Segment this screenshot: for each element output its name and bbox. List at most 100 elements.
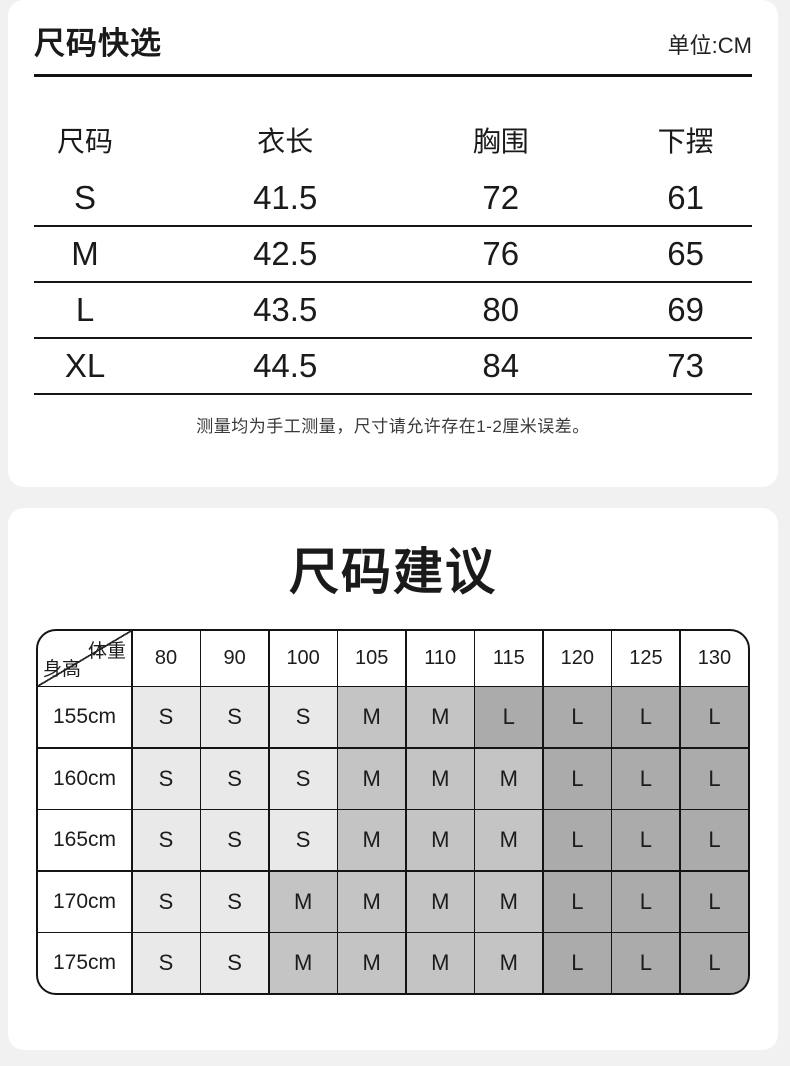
qs-size-cell: M (71, 235, 99, 273)
sg-corner-weight-label: 体重 (87, 640, 126, 662)
sg-size-value: M (406, 687, 474, 747)
sg-weight-header: 130 (680, 630, 748, 686)
qs-size-cell: L (75, 291, 95, 329)
qs-value-cell: 84 (482, 347, 520, 385)
sg-size-value: M (338, 748, 406, 809)
sg-size-value: L (612, 810, 680, 870)
sg-weight-header: 115 (475, 630, 543, 686)
sg-size-value: S (132, 687, 200, 747)
row-divider (34, 337, 752, 340)
sg-weight-header: 105 (338, 630, 406, 686)
qs-column-header: 下摆 (657, 126, 714, 158)
qs-size-cell: S (73, 179, 96, 217)
sg-size-value: L (612, 687, 680, 747)
qs-column-header: 衣长 (257, 126, 314, 158)
sg-size-value: S (201, 687, 269, 747)
sg-size-value: M (475, 871, 543, 932)
sg-size-value: S (132, 748, 200, 809)
quick-select-title: 尺码快选 (34, 26, 162, 61)
sg-size-value: M (338, 933, 406, 993)
sg-weight-header: 80 (132, 630, 200, 686)
sg-weight-header: 125 (612, 630, 680, 686)
sg-height-label: 165cm (38, 810, 131, 870)
sg-size-value: L (543, 933, 611, 993)
quick-select-card: 尺码快选 单位:CM 尺码 衣长 胸围 下摆 S 41.5 72 61 M 42.5 76 65 L 43… (8, 0, 778, 487)
sg-size-value: L (543, 810, 611, 870)
sg-size-value: L (543, 871, 611, 932)
sg-size-value: L (543, 748, 611, 809)
sg-size-value: L (612, 748, 680, 809)
qs-value-cell: 44.5 (253, 347, 318, 385)
qs-data-row: XL 44.5 84 73 (8, 339, 778, 393)
sg-size-value: L (680, 748, 748, 809)
row-divider (34, 281, 752, 284)
qs-data-row: L 43.5 80 69 (8, 283, 778, 337)
suggestion-grid: 体重 身高 80 90 100 105 110 115 120 125 130 155cm S S S M M L… (38, 630, 748, 993)
row-divider (34, 393, 752, 396)
sg-size-value: S (132, 871, 200, 932)
row-divider (34, 225, 752, 228)
qs-size-cell: XL (64, 347, 106, 385)
sg-height-label: 170cm (38, 871, 131, 932)
qs-value-cell: 43.5 (253, 291, 318, 329)
qs-column-header: 尺码 (56, 126, 113, 158)
qs-value-cell: 69 (667, 291, 704, 329)
sg-size-value: M (475, 748, 543, 809)
qs-value-cell: 61 (667, 179, 704, 217)
sg-weight-header: 110 (406, 630, 474, 686)
qs-value-cell: 72 (482, 179, 520, 217)
sg-size-value: M (406, 871, 474, 932)
sg-weight-header: 100 (269, 630, 337, 686)
qs-value-cell: 41.5 (253, 179, 318, 217)
sg-size-value: L (612, 933, 680, 993)
sg-corner-cell: 体重 身高 (38, 630, 131, 686)
sg-size-value: L (612, 871, 680, 932)
sg-size-value: S (269, 687, 337, 747)
sg-size-value: L (680, 871, 748, 932)
qs-value-cell: 42.5 (253, 235, 318, 273)
title-divider (34, 74, 752, 78)
sg-size-value: S (269, 810, 337, 870)
sg-size-value: L (543, 687, 611, 747)
sg-size-value: M (338, 810, 406, 870)
qs-data-row: S 41.5 72 61 (8, 171, 778, 225)
qs-column-header: 胸围 (472, 126, 529, 158)
suggestion-table: 体重 身高 80 90 100 105 110 115 120 125 130 155cm S S S M M L… (36, 628, 750, 995)
qs-header-row: 尺码 衣长 胸围 下摆 (8, 109, 778, 171)
size-suggestion-card: 尺码建议 体重 身高 80 90 100 105 110 115 120 125 130 155cm S… (8, 508, 778, 1050)
quick-select-table: 尺码 衣长 胸围 下摆 S 41.5 72 61 M 42.5 76 65 L 43.5 80 69 XL 44.… (8, 109, 778, 396)
sg-height-label: 175cm (38, 933, 131, 993)
sg-size-value: S (201, 748, 269, 809)
sg-size-value: S (201, 871, 269, 932)
sg-size-value: L (680, 687, 748, 747)
sg-corner-height-label: 身高 (43, 658, 82, 680)
sg-weight-header: 90 (201, 630, 269, 686)
qs-value-cell: 76 (482, 235, 520, 273)
qs-data-row: M 42.5 76 65 (8, 227, 778, 281)
sg-size-value: M (475, 933, 543, 993)
sg-size-value: M (406, 933, 474, 993)
sg-size-value: L (680, 933, 748, 993)
sg-size-value: L (475, 687, 543, 747)
sg-size-value: L (680, 810, 748, 870)
sg-size-value: M (338, 871, 406, 932)
sg-size-value: M (269, 933, 337, 993)
sg-size-value: S (201, 810, 269, 870)
sg-size-value: M (406, 810, 474, 870)
sg-weight-header: 120 (543, 630, 611, 686)
suggestion-title: 尺码建议 (289, 544, 497, 600)
sg-size-value: S (269, 748, 337, 809)
qs-value-cell: 65 (667, 235, 704, 273)
sg-size-value: M (406, 748, 474, 809)
sg-size-value: S (201, 933, 269, 993)
sg-size-value: S (132, 810, 200, 870)
sg-height-label: 160cm (38, 748, 131, 809)
sg-size-value: M (269, 871, 337, 932)
sg-size-value: S (132, 933, 200, 993)
measure-note: 测量均为手工测量，尺寸请允许存在1-2厘米误差。 (196, 417, 590, 437)
qs-value-cell: 73 (667, 347, 704, 385)
qs-value-cell: 80 (482, 291, 520, 329)
unit-label: 单位:CM (667, 32, 752, 58)
quick-select-header: 尺码快选 单位:CM (8, 0, 778, 61)
